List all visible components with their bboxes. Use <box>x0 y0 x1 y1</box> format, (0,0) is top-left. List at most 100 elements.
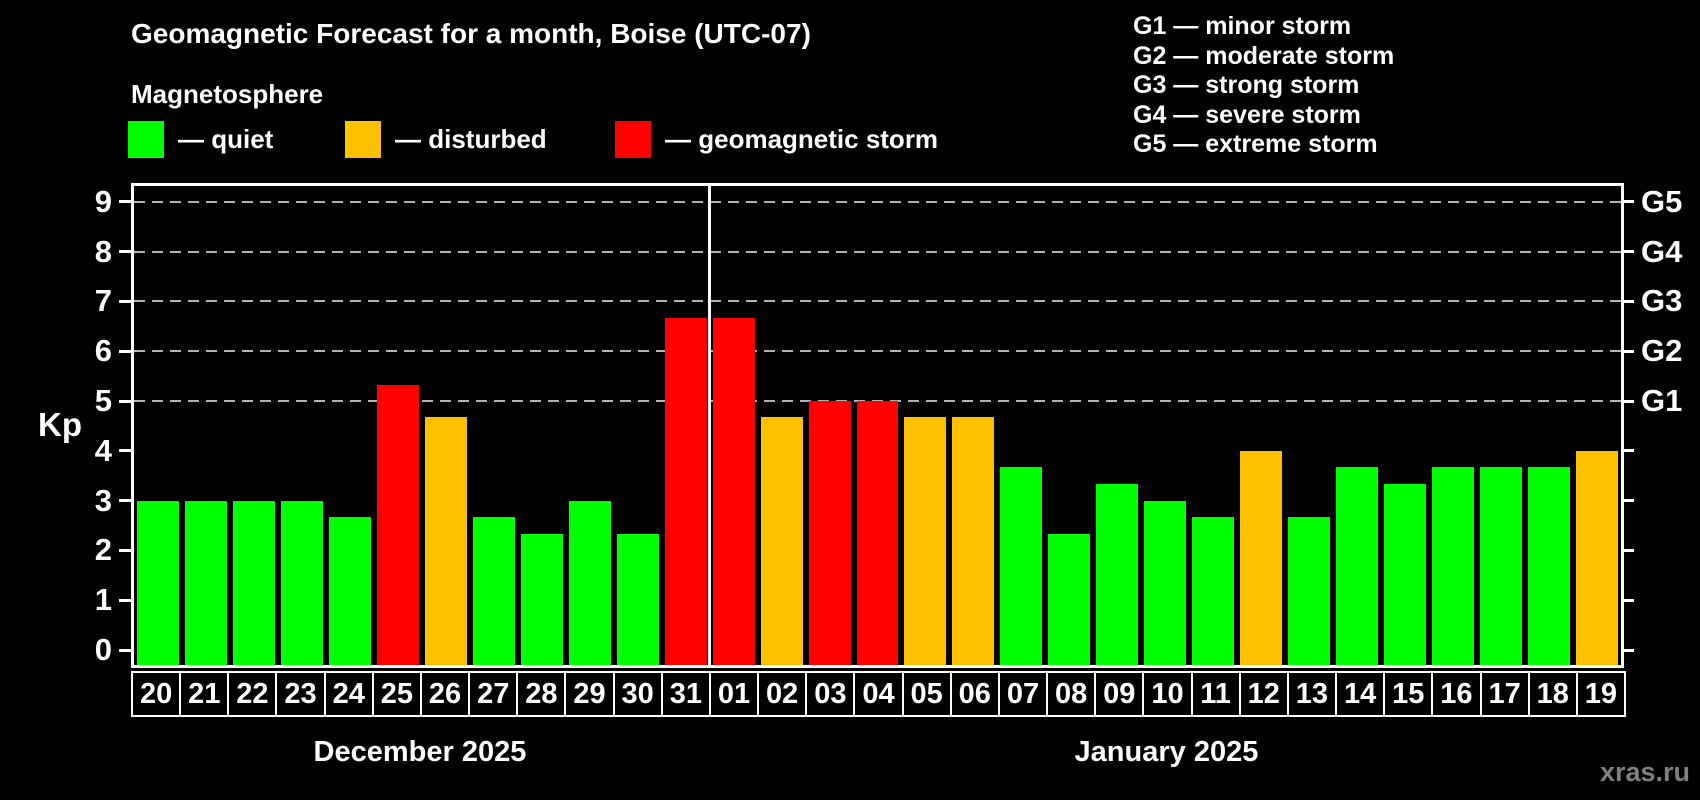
day-label-29: 29 <box>564 671 615 717</box>
day-label-11: 11 <box>1190 671 1241 717</box>
day-label-05: 05 <box>901 671 952 717</box>
month-label-december: December 2025 <box>313 736 527 768</box>
kp-bar-day-02 <box>760 417 803 665</box>
day-label-17: 17 <box>1479 671 1530 717</box>
g-scale-legend-g2: G2 — moderate storm <box>1133 41 1395 70</box>
day-label-16: 16 <box>1431 671 1482 717</box>
kp-bar-day-06 <box>952 417 995 665</box>
storm-swatch-icon <box>615 120 651 158</box>
right-axis-label-g5: G5 <box>1641 183 1683 219</box>
day-label-10: 10 <box>1142 671 1193 717</box>
kp-bar-day-11 <box>1192 517 1235 665</box>
day-label-27: 27 <box>468 671 519 717</box>
gridline-kp-7 <box>134 300 1621 303</box>
kp-bar-day-31 <box>664 317 707 665</box>
legend-item-disturbed: — disturbed <box>345 120 547 158</box>
kp-bar-day-03 <box>808 401 851 665</box>
right-axis-label-g4: G4 <box>1641 233 1683 269</box>
right-tick-kp-9 <box>1622 200 1634 204</box>
watermark: xras.ru <box>1599 757 1690 787</box>
y-tick-label-3: 3 <box>94 482 112 518</box>
day-label-23: 23 <box>275 671 326 717</box>
gridline-kp-6 <box>134 350 1621 353</box>
right-axis-label-g3: G3 <box>1641 283 1683 319</box>
kp-bar-day-19 <box>1576 450 1618 665</box>
left-tick-kp-3 <box>119 499 131 503</box>
day-label-07: 07 <box>997 671 1049 717</box>
day-label-09: 09 <box>1094 671 1145 717</box>
quiet-swatch-icon <box>128 120 164 158</box>
day-label-06: 06 <box>949 671 1000 717</box>
right-tick-kp-3 <box>1622 499 1634 503</box>
kp-bar-day-25 <box>376 384 419 665</box>
day-label-row: 20 21 22 23 24 25 26 27 28 29 30 31 01 02 03 04 05 06 07 08… <box>131 671 1628 717</box>
chart-title: Geomagnetic Forecast for a month, Boise … <box>131 18 811 49</box>
gridline-kp-8 <box>134 250 1621 253</box>
right-tick-kp-5 <box>1622 399 1634 403</box>
kp-bar-day-28 <box>520 533 563 665</box>
y-tick-label-4: 4 <box>94 432 112 468</box>
kp-bar-day-07 <box>1000 467 1043 665</box>
kp-bar-day-12 <box>1240 450 1283 665</box>
day-label-25: 25 <box>371 671 422 717</box>
gridline-kp-9 <box>134 200 1621 203</box>
day-label-14: 14 <box>1335 671 1386 717</box>
kp-bar-day-04 <box>856 401 899 665</box>
y-tick-label-5: 5 <box>94 383 112 418</box>
kp-bar-day-29 <box>568 500 611 665</box>
month-divider-line <box>708 186 712 665</box>
left-tick-kp-9 <box>119 200 131 204</box>
day-label-22: 22 <box>227 671 278 717</box>
left-tick-kp-8 <box>119 250 131 254</box>
left-tick-kp-2 <box>119 548 131 552</box>
right-axis-label-g2: G2 <box>1641 333 1683 369</box>
kp-bar-day-09 <box>1096 484 1139 665</box>
kp-bar-day-13 <box>1288 517 1331 665</box>
y-axis-label: Kp <box>38 406 82 443</box>
left-tick-kp-0 <box>119 648 131 652</box>
day-label-19: 19 <box>1575 671 1626 717</box>
month-label-january: January 2025 <box>1074 736 1259 768</box>
g-scale-legend-g5: G5 — extreme storm <box>1133 130 1378 158</box>
kp-bar-day-10 <box>1144 500 1187 665</box>
plot-inner <box>134 186 1621 665</box>
day-label-15: 15 <box>1383 671 1434 717</box>
left-tick-kp-5 <box>119 399 131 403</box>
kp-bar-day-27 <box>472 517 515 665</box>
day-label-26: 26 <box>419 671 471 717</box>
kp-bar-day-23 <box>280 500 323 665</box>
kp-bar-day-08 <box>1048 533 1091 665</box>
day-label-31: 31 <box>660 671 711 717</box>
left-tick-kp-4 <box>119 449 131 453</box>
left-tick-kp-6 <box>119 349 131 353</box>
day-label-24: 24 <box>323 671 374 717</box>
g-scale-legend-g4: G4 — severe storm <box>1133 100 1361 129</box>
y-tick-label-2: 2 <box>94 532 112 568</box>
left-tick-kp-7 <box>119 299 131 303</box>
disturbed-swatch-icon <box>345 120 381 158</box>
right-tick-kp-4 <box>1622 449 1634 453</box>
kp-bar-day-20 <box>137 500 179 665</box>
g-scale-legend: G1 — minor storm G2 — moderate storm G3 … <box>1133 12 1394 160</box>
day-label-01: 01 <box>708 671 760 717</box>
right-tick-kp-0 <box>1622 648 1634 652</box>
kp-bar-day-16 <box>1432 467 1475 665</box>
kp-bar-day-17 <box>1480 467 1523 665</box>
plot-area <box>131 183 1624 668</box>
kp-bar-day-15 <box>1384 484 1427 665</box>
day-label-13: 13 <box>1286 671 1338 717</box>
day-label-03: 03 <box>805 671 856 717</box>
kp-bar-day-26 <box>424 417 467 665</box>
right-tick-kp-7 <box>1622 299 1634 303</box>
chart-subtitle: Magnetosphere <box>131 79 324 109</box>
day-label-30: 30 <box>612 671 663 717</box>
right-tick-kp-6 <box>1622 349 1634 353</box>
day-label-18: 18 <box>1527 671 1578 717</box>
right-axis-label-g1: G1 <box>1641 383 1683 418</box>
y-tick-label-8: 8 <box>94 233 112 269</box>
kp-bar-day-01 <box>712 317 755 665</box>
legend-item-quiet: — quiet <box>128 120 273 158</box>
y-tick-label-6: 6 <box>94 333 112 369</box>
legend-item-storm: — geomagnetic storm <box>615 120 938 158</box>
